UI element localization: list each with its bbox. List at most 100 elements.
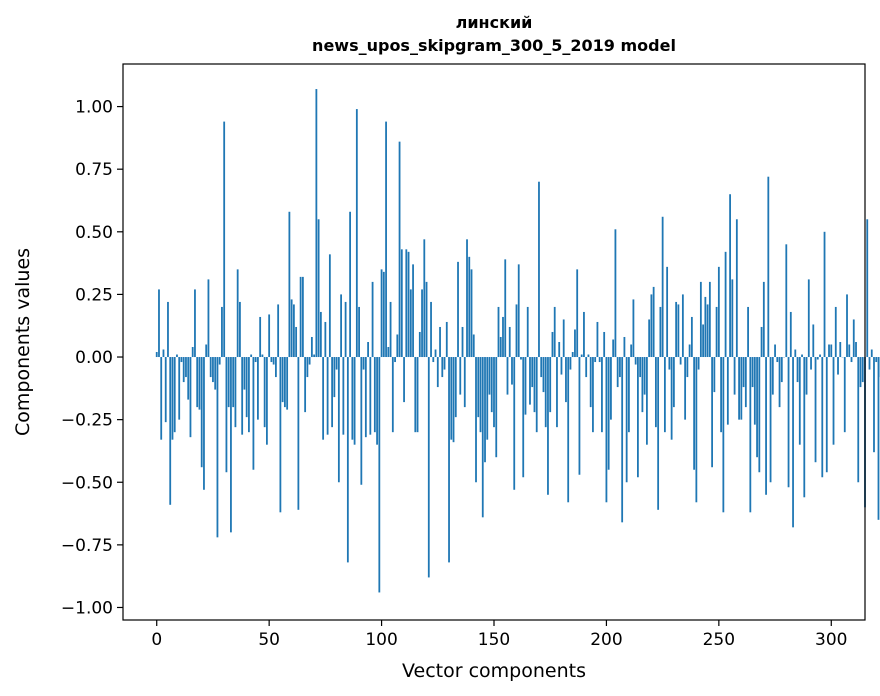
bar (270, 357, 273, 363)
bar (695, 357, 698, 503)
bar (659, 306, 662, 358)
bar (290, 299, 293, 358)
bar (639, 357, 642, 378)
bar (742, 357, 745, 388)
bar (794, 349, 797, 358)
bar (283, 357, 286, 408)
bar (421, 289, 423, 358)
bar (511, 357, 513, 385)
bar (801, 354, 803, 358)
bar (517, 264, 520, 358)
bar (259, 316, 262, 358)
bar (834, 306, 837, 358)
bar (540, 357, 543, 378)
bar (317, 219, 320, 358)
y-tick-label: −0.75 (61, 536, 113, 556)
bar (445, 321, 448, 358)
bar (747, 306, 749, 358)
bar (661, 216, 664, 358)
bar (744, 357, 747, 408)
bar (331, 357, 334, 428)
bar (625, 357, 628, 483)
bar (245, 357, 248, 418)
bar (234, 357, 237, 428)
bar (556, 357, 558, 428)
bar (637, 357, 639, 478)
bar (821, 357, 824, 478)
bar (837, 357, 839, 375)
bar (657, 357, 660, 510)
bar (299, 276, 302, 358)
bar (403, 357, 405, 403)
bar (753, 357, 756, 425)
bar (524, 357, 527, 415)
bar (576, 269, 579, 358)
bar (221, 306, 223, 358)
bar (675, 301, 678, 358)
bar (385, 121, 387, 358)
bar (495, 357, 498, 458)
bar (349, 211, 351, 358)
bar (702, 324, 705, 358)
bar (596, 321, 599, 358)
y-axis-label: Components values (12, 248, 34, 436)
bar (475, 357, 477, 483)
bar (616, 357, 619, 388)
bar (789, 311, 792, 358)
y-axis-ticks: −1.00 −0.75 −0.50 −0.25 0.00 0.25 0.50 0.75 1.00 (61, 98, 123, 618)
bar (493, 357, 495, 428)
bar (497, 306, 500, 358)
bar (171, 357, 174, 440)
bar (594, 357, 597, 363)
bar (670, 357, 673, 440)
bar (756, 357, 758, 458)
bar (425, 281, 428, 358)
bar (340, 294, 342, 358)
bar (436, 357, 439, 388)
bar (533, 357, 536, 413)
bar (544, 357, 547, 428)
bar (335, 357, 338, 370)
bar (648, 319, 651, 358)
bar (769, 357, 772, 483)
bar (610, 357, 612, 420)
bar (823, 231, 826, 358)
bar (859, 357, 862, 388)
bar (358, 306, 360, 358)
bar (711, 357, 713, 468)
bar (239, 301, 241, 358)
bar (708, 281, 711, 358)
bar (286, 357, 289, 410)
bar (279, 357, 282, 513)
bar (875, 357, 878, 363)
bar (668, 357, 671, 370)
bar (457, 261, 459, 358)
bar (672, 357, 675, 408)
bar (277, 304, 280, 358)
bar (477, 357, 480, 418)
bar (585, 357, 588, 378)
bar (663, 357, 666, 433)
bar (866, 219, 869, 358)
bar (407, 251, 410, 358)
bar (180, 357, 183, 363)
bar (418, 331, 421, 358)
bar (466, 239, 468, 358)
bar (371, 281, 374, 358)
y-tick-label: 0.75 (75, 160, 113, 180)
bar (722, 357, 725, 513)
bar (160, 357, 163, 440)
bar (488, 357, 491, 395)
y-tick-label: 0.50 (75, 223, 113, 243)
bar (484, 357, 486, 463)
bar (857, 357, 860, 483)
bar (778, 357, 781, 408)
bar (630, 344, 633, 358)
bar (346, 357, 349, 563)
bar (155, 352, 158, 358)
bar (391, 357, 394, 433)
bar (162, 349, 165, 358)
bar (281, 357, 284, 403)
bar (704, 296, 707, 358)
bar (169, 357, 172, 505)
